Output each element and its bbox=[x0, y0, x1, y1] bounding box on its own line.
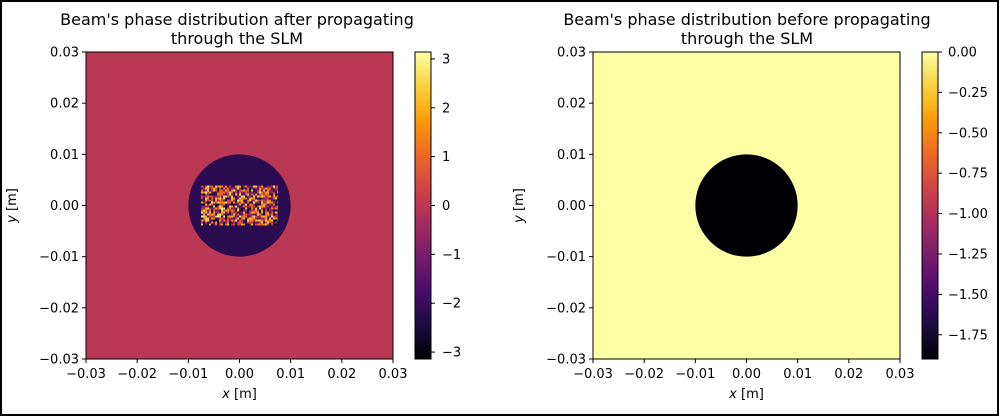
y-tick-label: −0.03 bbox=[39, 353, 79, 368]
colorbar-tick-label: 2 bbox=[442, 101, 450, 116]
y-tick-label: −0.03 bbox=[546, 353, 586, 368]
y-axis-label: y [m] bbox=[512, 188, 527, 224]
x-tick-label: 0.03 bbox=[886, 367, 915, 382]
colorbar-tick-label: −2 bbox=[442, 297, 461, 312]
colorbar-tick-label: −3 bbox=[442, 346, 461, 361]
x-tick-label: −0.02 bbox=[624, 367, 664, 382]
colorbar-tick-label: −1.75 bbox=[948, 328, 988, 343]
colorbar-tick-label: −1 bbox=[442, 248, 461, 263]
y-tick-label: 0.02 bbox=[50, 97, 79, 112]
colorbar-tick-label: −0.75 bbox=[948, 167, 988, 182]
x-tick-label: −0.01 bbox=[675, 367, 715, 382]
colorbar-tick-label: −1.00 bbox=[948, 207, 988, 222]
slm-random-phase-region bbox=[201, 185, 278, 226]
x-tick-label: 0.00 bbox=[225, 367, 254, 382]
y-tick-label: 0.03 bbox=[557, 46, 586, 61]
y-tick-label: −0.01 bbox=[546, 250, 586, 265]
colorbar bbox=[921, 51, 939, 360]
chart-title: Beam's phase distribution before propaga… bbox=[563, 10, 930, 48]
x-tick-label: −0.03 bbox=[573, 367, 613, 382]
colorbar-tick-label: 3 bbox=[442, 52, 450, 67]
y-axis-label: y [m] bbox=[5, 188, 20, 224]
colorbar-tick-label: −1.50 bbox=[948, 288, 988, 303]
y-tick-label: 0.01 bbox=[557, 148, 586, 163]
colorbar-tick-label: −0.50 bbox=[948, 126, 988, 141]
colorbar-tick-label: −1.25 bbox=[948, 247, 988, 262]
x-tick-label: 0.03 bbox=[379, 367, 408, 382]
plot-before-slm: Beam's phase distribution before propaga… bbox=[512, 10, 988, 402]
x-tick-label: 0.00 bbox=[732, 367, 761, 382]
x-tick-label: −0.02 bbox=[117, 367, 157, 382]
colorbar-tick-label: 0 bbox=[442, 199, 450, 214]
colorbar-tick-label: 0.00 bbox=[948, 46, 977, 61]
y-tick-label: 0.00 bbox=[557, 199, 586, 214]
y-tick-label: −0.02 bbox=[39, 301, 79, 316]
colorbar-tick-label: 1 bbox=[442, 150, 450, 165]
y-tick-label: 0.02 bbox=[557, 97, 586, 112]
y-tick-label: −0.01 bbox=[39, 250, 79, 265]
x-tick-label: 0.02 bbox=[834, 367, 863, 382]
x-axis-label: x [m] bbox=[221, 387, 257, 402]
x-tick-label: 0.02 bbox=[327, 367, 356, 382]
x-tick-label: 0.01 bbox=[783, 367, 812, 382]
y-tick-label: 0.00 bbox=[50, 199, 79, 214]
y-tick-label: −0.02 bbox=[546, 301, 586, 316]
y-tick-label: 0.01 bbox=[50, 148, 79, 163]
colorbar bbox=[414, 51, 432, 360]
x-tick-label: −0.01 bbox=[168, 367, 208, 382]
colorbar-tick-label: −0.25 bbox=[948, 86, 988, 101]
chart-title: Beam's phase distribution after propagat… bbox=[60, 10, 414, 48]
x-tick-label: 0.01 bbox=[276, 367, 305, 382]
x-axis-label: x [m] bbox=[728, 387, 764, 402]
aperture-disk bbox=[695, 154, 798, 257]
x-tick-label: −0.03 bbox=[66, 367, 106, 382]
y-tick-label: 0.03 bbox=[50, 46, 79, 61]
plot-after-slm: Beam's phase distribution after propagat… bbox=[5, 10, 461, 402]
